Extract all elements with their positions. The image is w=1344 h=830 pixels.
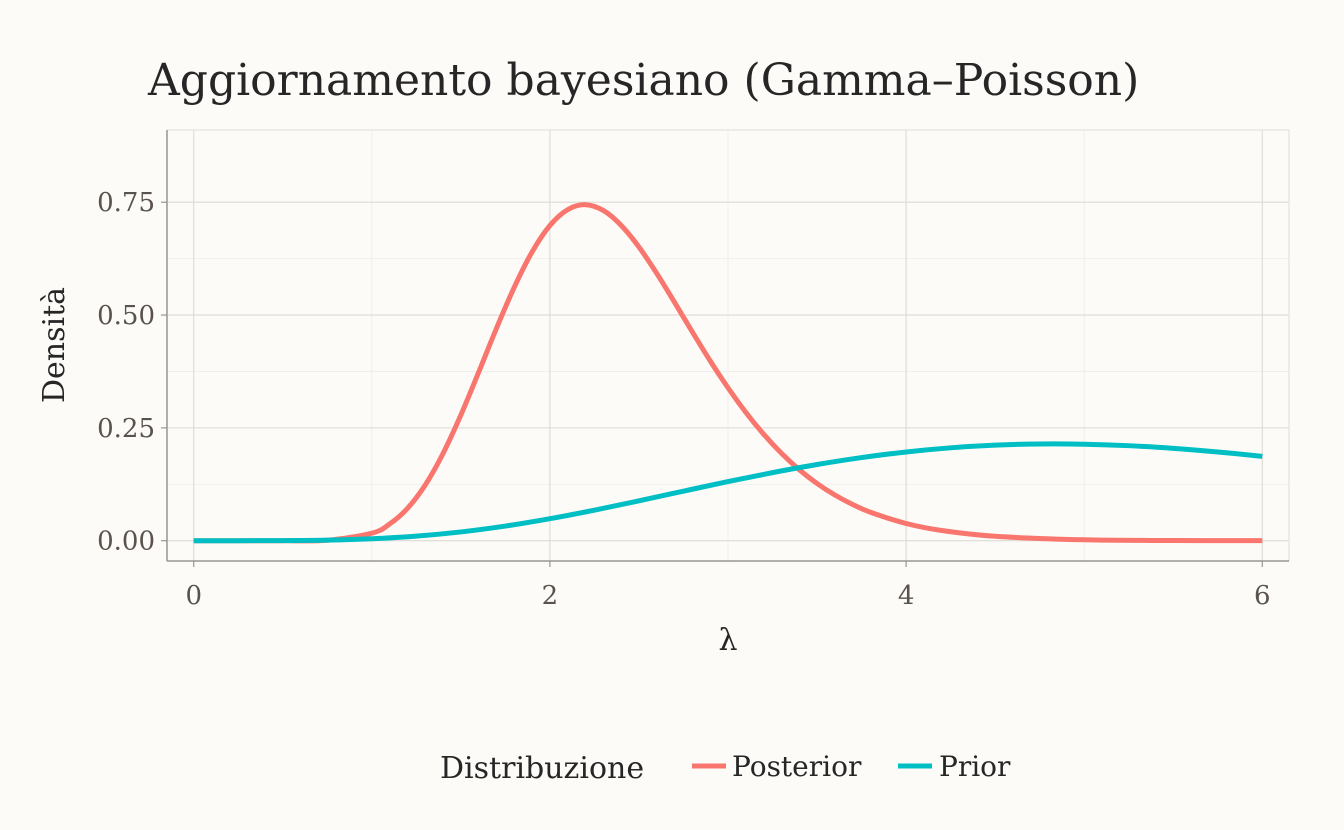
x-tick-label: 0 bbox=[185, 581, 202, 611]
x-axis-title: λ bbox=[718, 623, 737, 658]
legend: Distribuzione Posterior Prior bbox=[440, 750, 1011, 786]
series-line-prior bbox=[193, 441, 1263, 544]
x-tick-label: 4 bbox=[898, 581, 915, 611]
x-tick-label: 6 bbox=[1254, 581, 1271, 611]
legend-label-posterior: Posterior bbox=[732, 750, 862, 783]
grid-layer bbox=[167, 130, 1289, 561]
y-axis-title: Densità bbox=[37, 287, 72, 403]
legend-title: Distribuzione bbox=[440, 751, 644, 786]
y-tick-label: 0.75 bbox=[97, 188, 155, 218]
series-line-posterior bbox=[193, 202, 1263, 544]
y-tick-label: 0.50 bbox=[97, 301, 155, 331]
y-tick-label: 0.25 bbox=[97, 414, 155, 444]
chart-title: Aggiornamento bayesiano (Gamma–Poisson) bbox=[147, 55, 1139, 106]
x-tick-label: 2 bbox=[542, 581, 559, 611]
legend-label-prior: Prior bbox=[939, 750, 1011, 783]
series-layer bbox=[193, 202, 1263, 544]
tick-layer: 0 2 4 6 0.00 0.25 0.50 0.75 bbox=[97, 188, 1270, 611]
y-tick-label: 0.00 bbox=[97, 527, 155, 557]
